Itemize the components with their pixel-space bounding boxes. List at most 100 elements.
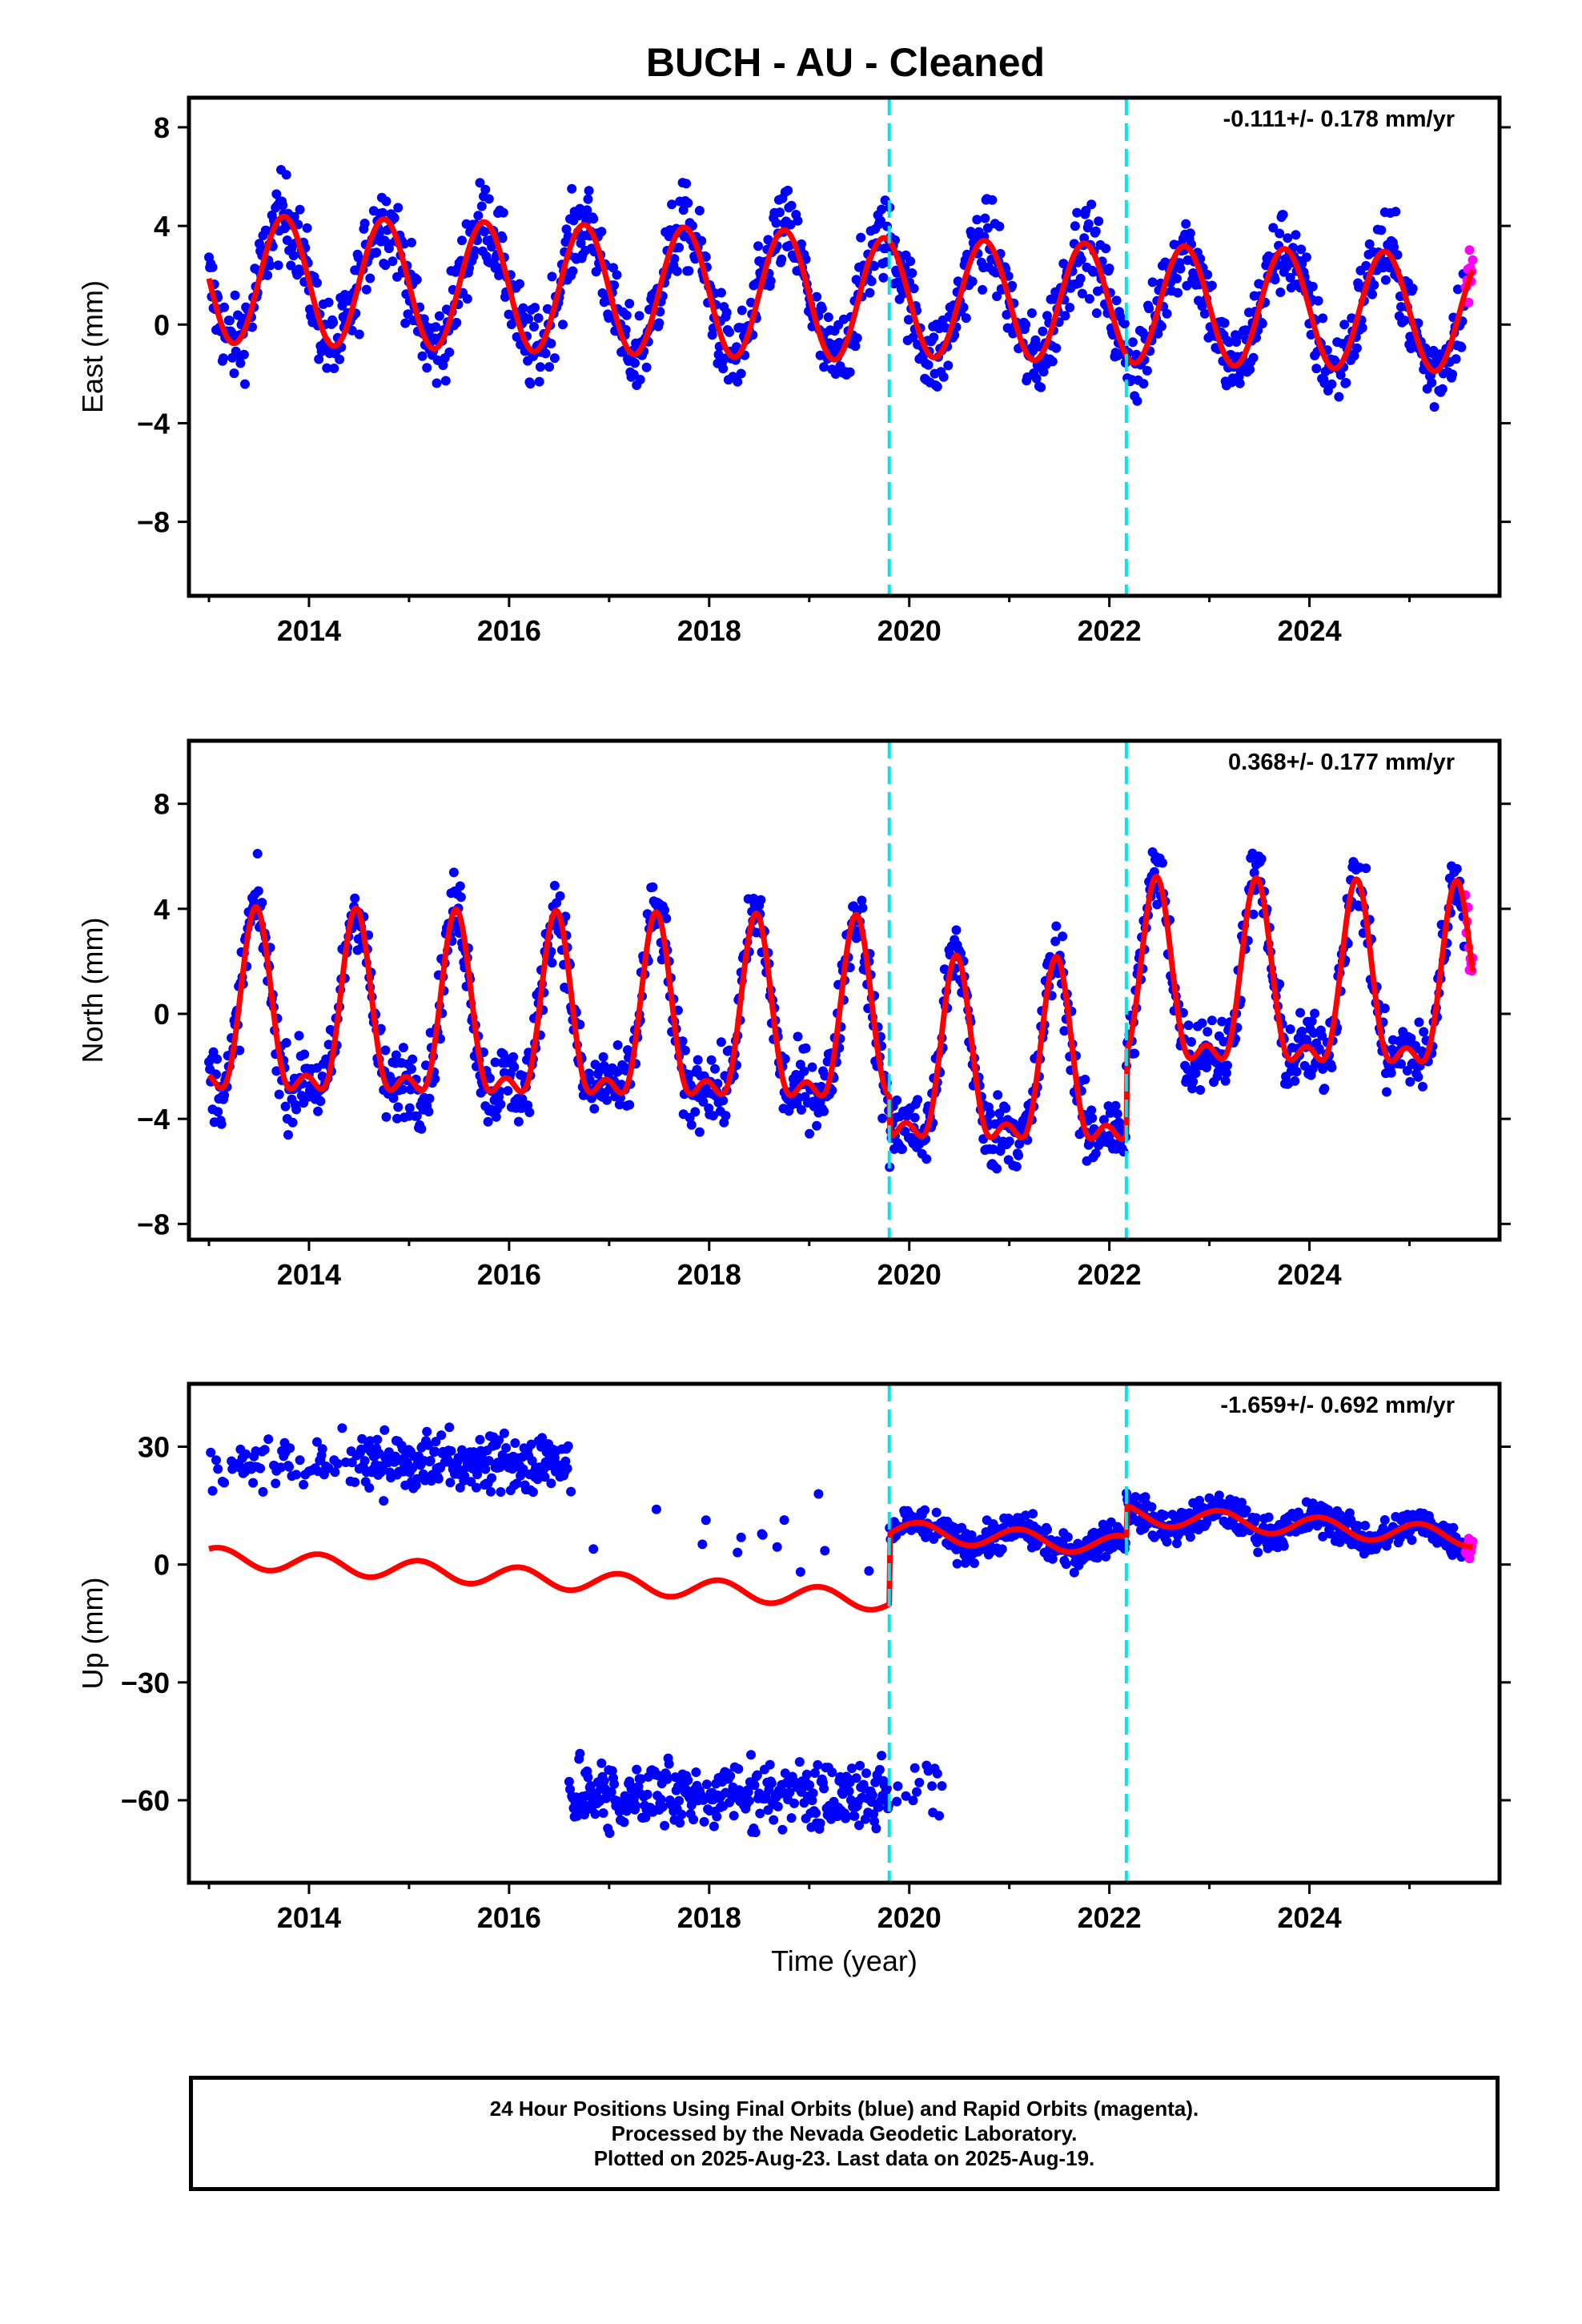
final-orbit-point (480, 1464, 491, 1474)
final-orbit-point (1253, 1547, 1263, 1558)
final-orbit-point (815, 1818, 825, 1828)
final-orbit-point (756, 895, 766, 905)
final-orbit-point (475, 178, 485, 188)
y-tick-label: −4 (137, 407, 170, 440)
final-orbit-point (206, 1447, 216, 1458)
final-orbit-point (299, 1479, 309, 1490)
final-orbit-point (407, 1063, 416, 1074)
final-orbit-point (808, 1788, 818, 1799)
final-orbit-point (431, 1437, 441, 1447)
final-orbit-point (265, 260, 275, 271)
final-orbit-point (558, 320, 568, 330)
final-orbit-point (773, 1801, 783, 1811)
final-orbit-point (1367, 289, 1377, 300)
final-orbit-point (567, 183, 577, 194)
final-orbit-point (253, 886, 263, 896)
final-orbit-point (547, 271, 557, 282)
final-orbit-point (393, 203, 404, 213)
x-tick-label: 2022 (1078, 1901, 1142, 1934)
x-tick-label: 2024 (1278, 614, 1342, 647)
final-orbit-point (219, 302, 230, 312)
final-orbit-point (544, 362, 555, 372)
final-orbit-point (532, 1474, 543, 1485)
final-orbit-point (1021, 1510, 1031, 1521)
final-orbit-point (393, 1102, 404, 1112)
final-orbit-point (675, 1818, 685, 1828)
final-orbit-point (281, 1038, 291, 1048)
final-orbit-point (909, 1112, 920, 1123)
final-orbit-point (648, 882, 658, 892)
final-orbit-point (530, 303, 540, 313)
final-orbit-point (970, 1558, 979, 1568)
final-orbit-point (1301, 252, 1311, 263)
final-orbit-point (564, 1776, 574, 1787)
final-orbit-point (1098, 1115, 1109, 1125)
model-fit-line (206, 213, 1476, 375)
final-orbit-point (494, 270, 504, 280)
final-orbit-point (271, 189, 282, 199)
final-orbit-point (1077, 288, 1087, 299)
final-orbit-point (332, 1458, 343, 1469)
final-orbit-point (817, 304, 827, 314)
y-tick-label: 0 (154, 1549, 170, 1582)
final-orbit-point (1076, 255, 1086, 265)
final-orbit-point (1448, 1522, 1459, 1533)
final-orbit-point (931, 1507, 942, 1518)
final-orbit-point (805, 1780, 815, 1790)
final-orbit-point (640, 1812, 651, 1823)
final-orbit-point (706, 1055, 717, 1065)
final-orbit-point (424, 1093, 435, 1104)
final-orbit-point (655, 307, 665, 317)
final-orbit-point (484, 1073, 495, 1084)
final-orbit-point (262, 226, 271, 235)
final-orbit-point (596, 1758, 607, 1768)
final-orbit-point (651, 1504, 661, 1514)
rapid-orbit-point (1468, 255, 1478, 265)
final-orbit-point (1038, 326, 1048, 336)
final-orbit-point (838, 314, 849, 324)
final-orbit-point (1307, 1016, 1317, 1027)
final-orbit-point (813, 1759, 823, 1770)
final-orbit-point (718, 1096, 729, 1106)
final-orbit-point (1084, 294, 1094, 304)
final-orbit-point (793, 1031, 803, 1042)
final-orbit-point (562, 1463, 572, 1474)
final-orbit-point (857, 903, 868, 913)
final-orbit-point (359, 1456, 370, 1466)
final-orbit-point (609, 280, 620, 291)
final-orbit-point (943, 360, 954, 371)
final-orbit-point (1317, 1031, 1327, 1041)
final-orbit-point (473, 211, 484, 221)
final-orbit-point (1091, 308, 1102, 318)
final-orbit-point (801, 1043, 811, 1053)
final-orbit-point (1335, 370, 1346, 380)
final-orbit-point (1369, 279, 1379, 290)
final-orbit-point (1279, 1541, 1289, 1551)
final-orbit-point (584, 186, 594, 196)
final-orbit-point (291, 1104, 302, 1115)
final-orbit-point (1094, 216, 1104, 227)
final-orbit-point (912, 1787, 921, 1797)
final-orbit-point (869, 261, 880, 271)
final-orbit-point (876, 215, 885, 226)
final-orbit-point (555, 891, 565, 901)
final-orbit-point (1285, 272, 1295, 283)
final-orbit-point (1140, 1492, 1150, 1502)
final-orbit-point (480, 227, 490, 237)
final-orbit-point (546, 339, 556, 348)
final-orbit-point (487, 242, 497, 252)
final-orbit-point (1031, 373, 1042, 384)
final-orbit-point (847, 1763, 857, 1774)
final-orbit-point (1138, 379, 1149, 389)
final-orbit-point (992, 292, 1002, 301)
final-orbit-point (602, 1095, 612, 1105)
final-orbit-point (607, 1766, 617, 1776)
final-orbit-point (1299, 1060, 1310, 1071)
final-orbit-point (932, 1768, 942, 1779)
final-orbit-point (347, 1458, 357, 1468)
x-tick-label: 2018 (677, 614, 741, 647)
final-orbit-point (749, 1780, 760, 1791)
final-orbit-point (732, 342, 741, 352)
data-layer (204, 741, 1478, 1240)
y-tick-label: 8 (154, 788, 170, 821)
